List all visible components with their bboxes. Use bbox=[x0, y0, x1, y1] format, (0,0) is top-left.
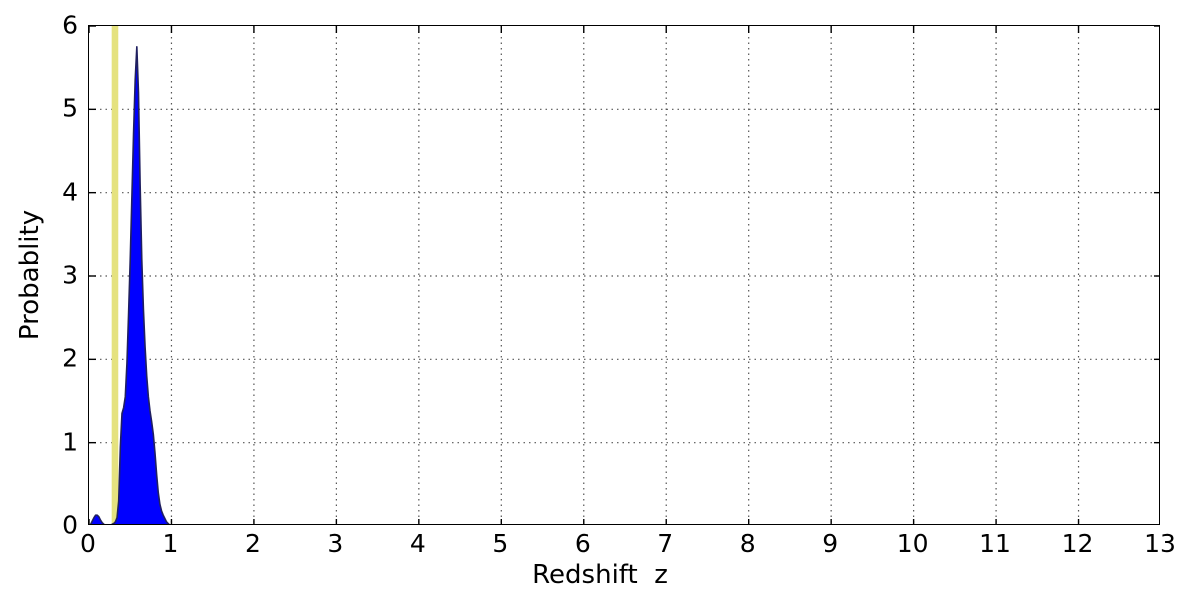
plot-area bbox=[88, 25, 1160, 525]
spectroscopic-redshift-band bbox=[111, 26, 119, 524]
y-tick-label: 3 bbox=[62, 260, 78, 290]
y-axis-title: Probablity bbox=[15, 209, 45, 341]
plot-canvas bbox=[89, 26, 1159, 524]
series-outline bbox=[89, 46, 170, 524]
x-tick-label: 4 bbox=[409, 529, 426, 558]
y-tick-label: 1 bbox=[62, 427, 78, 457]
x-tick-label: 7 bbox=[657, 529, 674, 558]
x-tick-label: 12 bbox=[1061, 529, 1094, 558]
x-tick-label: 9 bbox=[822, 529, 839, 558]
annotation-band-layer bbox=[111, 26, 119, 524]
x-tick-label: 8 bbox=[739, 529, 756, 558]
x-axis-title: Redshift z bbox=[532, 560, 668, 590]
x-tick-label: 3 bbox=[327, 529, 344, 558]
y-tick-label: 6 bbox=[62, 10, 78, 40]
x-tick-label: 5 bbox=[492, 529, 509, 558]
x-tick-label: 1 bbox=[162, 529, 179, 558]
x-tick-label: 6 bbox=[574, 529, 591, 558]
x-tick-label: 11 bbox=[979, 529, 1011, 558]
axis-tick-marks bbox=[89, 26, 1159, 524]
y-tick-label: 2 bbox=[62, 343, 78, 373]
gridlines bbox=[89, 26, 1159, 524]
x-tick-label: 10 bbox=[896, 529, 929, 558]
y-tick-label: 0 bbox=[62, 510, 78, 540]
x-tick-label: 2 bbox=[244, 529, 261, 558]
data-series-layer bbox=[89, 46, 170, 524]
y-tick-label: 4 bbox=[62, 177, 78, 207]
series-fill bbox=[90, 46, 169, 524]
x-tick-label: 13 bbox=[1144, 529, 1176, 558]
y-tick-label: 5 bbox=[62, 93, 78, 123]
x-tick-label: 0 bbox=[80, 529, 96, 558]
